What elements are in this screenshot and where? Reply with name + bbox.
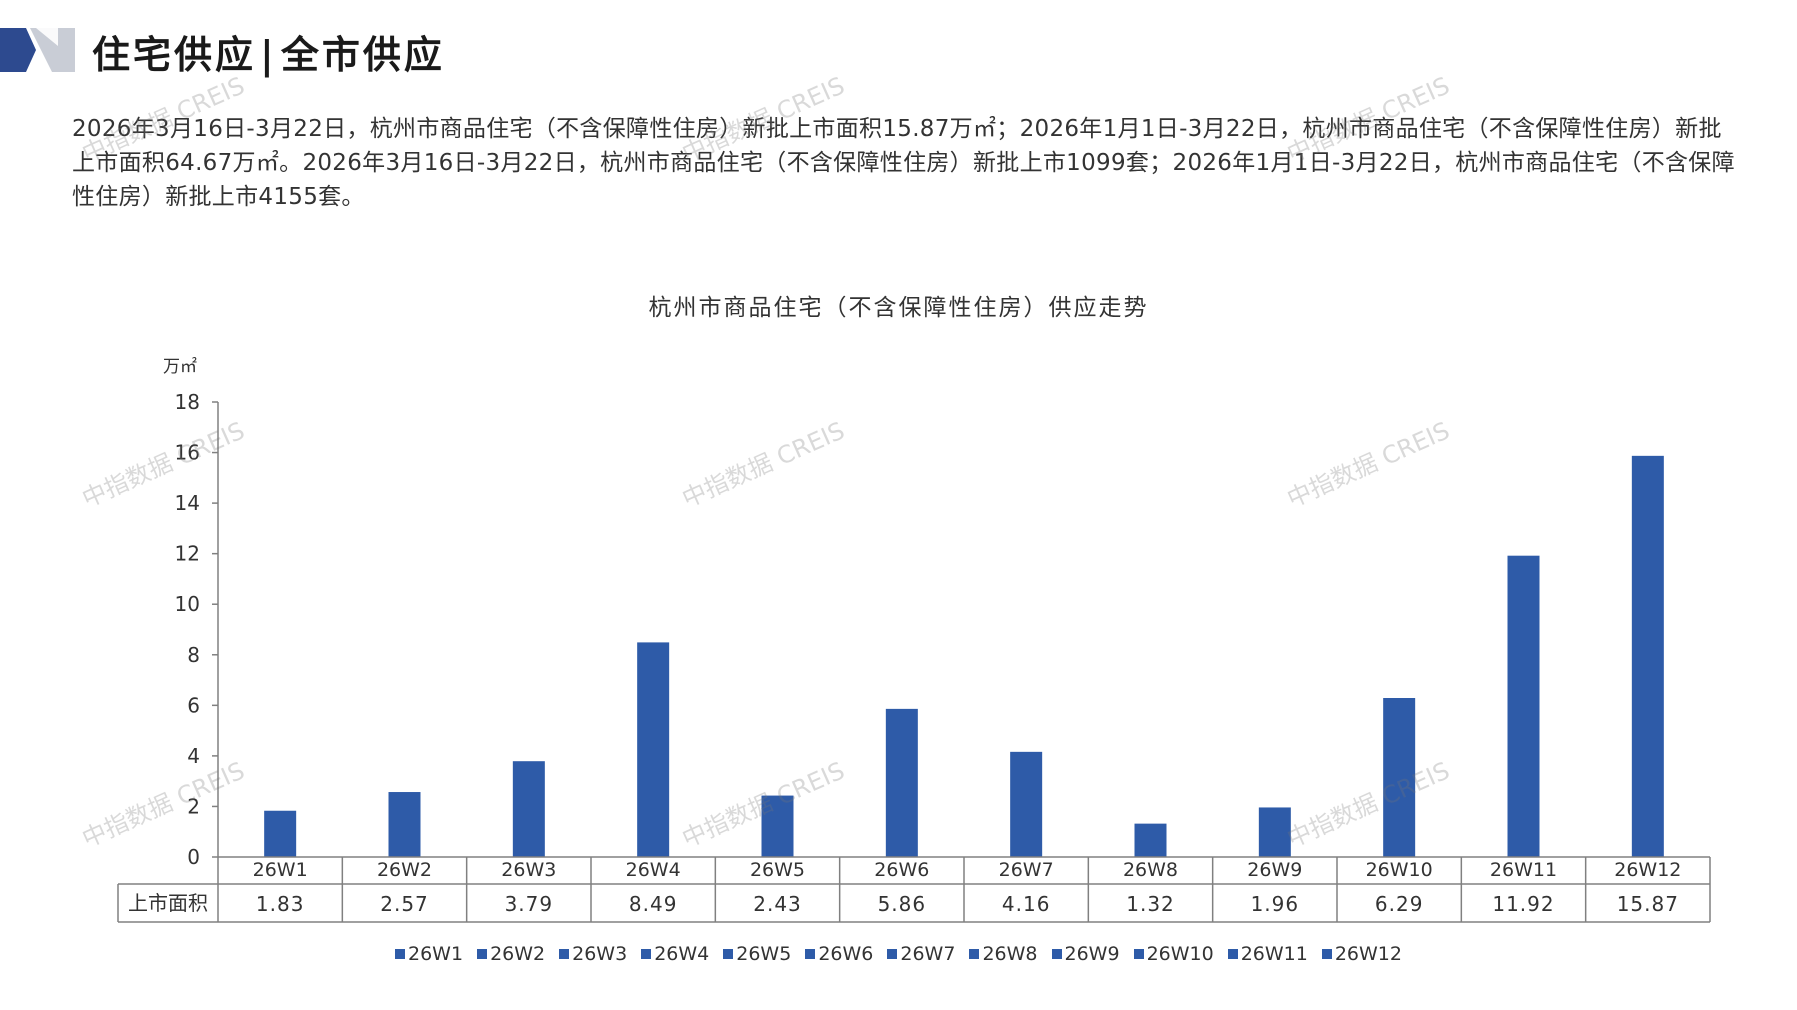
x-tick-label: 26W4: [626, 859, 681, 881]
bar-26W9: [1258, 807, 1291, 857]
summary-paragraph: 2026年3月16日-3月22日，杭州市商品住宅（不含保障性住房）新批上市面积1…: [72, 116, 1735, 210]
legend-label: 26W1: [408, 943, 464, 965]
legend-label: 26W4: [654, 943, 710, 965]
x-tick-label: 26W11: [1490, 859, 1557, 881]
x-tick-label: 26W9: [1247, 859, 1302, 881]
data-label: 4.16: [1002, 892, 1051, 916]
legend-label: 26W7: [900, 943, 956, 965]
data-label: 6.29: [1375, 892, 1424, 916]
x-tick-label: 26W5: [750, 859, 805, 881]
x-tick-label: 26W10: [1366, 859, 1433, 881]
legend-label: 26W12: [1334, 943, 1402, 965]
legend-label: 26W11: [1240, 943, 1308, 965]
legend-swatch: [641, 949, 652, 959]
x-tick-label: 26W2: [377, 859, 432, 881]
legend-swatch: [887, 949, 898, 959]
data-label: 2.57: [380, 892, 429, 916]
bar-26W7: [1010, 751, 1043, 857]
bar-26W5: [761, 795, 794, 857]
legend-item: 26W1: [395, 943, 463, 965]
legend-label: 26W5: [736, 943, 792, 965]
bar-26W8: [1134, 823, 1167, 857]
bar-26W10: [1383, 698, 1416, 857]
bar-26W1: [264, 810, 297, 857]
data-label: 1.32: [1126, 892, 1175, 916]
x-tick-label: 26W7: [999, 859, 1054, 881]
x-tick-label: 26W3: [501, 859, 556, 881]
legend-label: 26W9: [1064, 943, 1120, 965]
x-tick-label: 26W8: [1123, 859, 1178, 881]
legend-item: 26W2: [477, 943, 545, 965]
legend-swatch: [723, 949, 734, 959]
legend-item: 26W8: [969, 943, 1038, 965]
legend-swatch: [1133, 949, 1144, 959]
data-label: 1.96: [1251, 892, 1300, 916]
bar-26W2: [388, 792, 421, 857]
legend-item: 26W6: [805, 943, 873, 965]
y-tick-label: 0: [187, 845, 200, 869]
data-label: 15.87: [1617, 892, 1679, 916]
x-tick-label: 26W6: [874, 859, 929, 881]
legend-swatch: [969, 949, 980, 959]
y-tick-label: 6: [187, 693, 200, 717]
data-label: 3.79: [505, 892, 554, 916]
bar-26W4: [637, 642, 670, 857]
title-separator: |: [260, 32, 277, 77]
legend-label: 26W3: [572, 943, 628, 965]
title-part-1: 住宅供应: [92, 32, 257, 77]
y-tick-label: 12: [175, 542, 200, 566]
y-tick-label: 4: [187, 744, 200, 768]
legend-swatch: [1227, 949, 1238, 959]
chart-legend: 26W1 26W2 26W3 26W4 26W5 26W6 26W7 26W8 26W9 26W1…: [0, 943, 1797, 965]
y-tick-label: 16: [175, 441, 200, 465]
legend-item: 26W4: [641, 943, 709, 965]
legend-swatch: [1321, 949, 1332, 959]
bar-26W6: [885, 708, 918, 857]
legend-swatch: [1051, 949, 1062, 959]
bar-26W12: [1631, 455, 1664, 857]
y-tick-label: 18: [175, 390, 200, 414]
header-logo-mark: [0, 28, 75, 72]
data-label: 2.43: [753, 892, 802, 916]
legend-item: 26W3: [559, 943, 627, 965]
legend-label: 26W6: [818, 943, 874, 965]
legend-item: 26W9: [1051, 943, 1120, 965]
legend-swatch: [559, 949, 570, 959]
bar-26W11: [1507, 555, 1540, 857]
legend-item: 26W11: [1227, 943, 1308, 965]
bar-26W3: [512, 761, 545, 857]
data-label: 5.86: [878, 892, 927, 916]
y-tick-label: 8: [187, 643, 200, 667]
data-label: 11.92: [1492, 892, 1554, 916]
title-part-2: 全市供应: [280, 32, 445, 77]
chart-title: 杭州市商品住宅（不含保障性住房）供应走势: [648, 295, 1149, 321]
legend-label: 26W10: [1146, 943, 1214, 965]
legend-item: 26W5: [723, 943, 791, 965]
legend-swatch: [477, 949, 488, 959]
y-axis-unit-label: 万㎡: [163, 357, 197, 377]
legend-swatch: [395, 949, 405, 959]
y-tick-label: 14: [175, 491, 200, 515]
legend-label: 26W2: [490, 943, 546, 965]
data-label: 1.83: [256, 892, 305, 916]
legend-item: 26W10: [1133, 943, 1214, 965]
legend-item: 26W7: [887, 943, 955, 965]
x-tick-label: 26W12: [1614, 859, 1681, 881]
legend-swatch: [805, 949, 816, 959]
table-row-header: 上市面积: [128, 891, 208, 915]
y-tick-label: 2: [187, 794, 200, 818]
x-tick-label: 26W1: [253, 859, 308, 881]
legend-item: 26W12: [1321, 943, 1402, 965]
legend-label: 26W8: [982, 943, 1038, 965]
data-label: 8.49: [629, 892, 678, 916]
page-title: 住宅供应 | 全市供应: [92, 24, 445, 79]
y-tick-label: 10: [175, 592, 200, 616]
